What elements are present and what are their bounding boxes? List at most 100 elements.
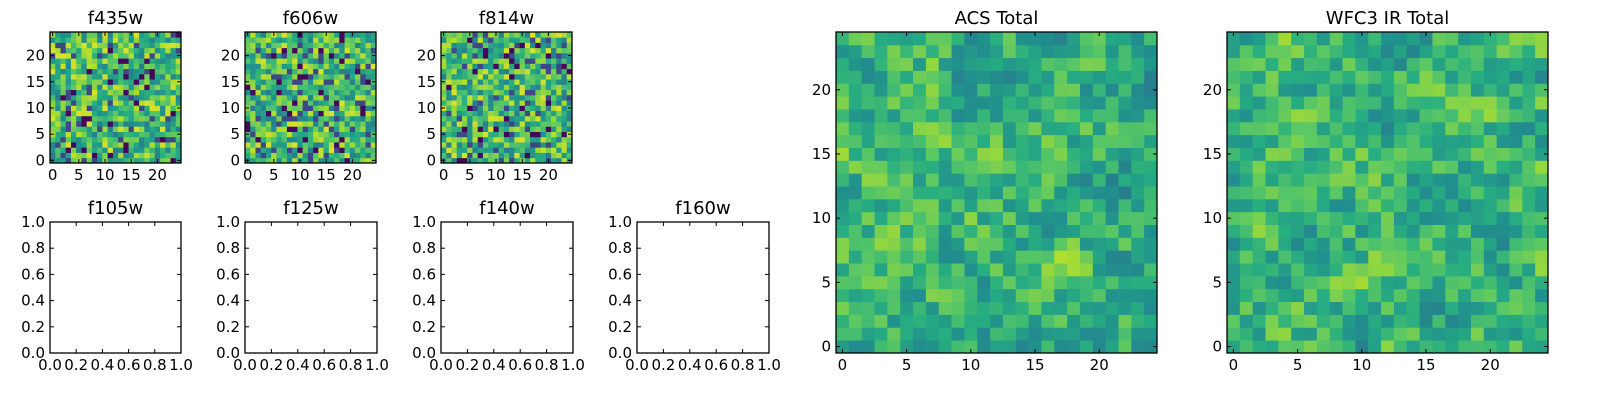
heatmap-cell	[556, 110, 562, 117]
heatmap-cell	[102, 73, 109, 80]
heatmap-cell	[848, 121, 863, 136]
y-tick-label: 1.0	[216, 213, 240, 231]
heatmap-cell	[556, 136, 562, 143]
heatmap-cell	[1304, 121, 1318, 136]
heatmap-cell	[925, 160, 940, 174]
heatmap-cell	[1079, 275, 1094, 290]
heatmap-cell	[1227, 275, 1241, 290]
heatmap-cell	[1079, 83, 1094, 97]
heatmap-cell	[55, 79, 61, 85]
heatmap-cell	[70, 58, 77, 64]
heatmap-cell	[977, 134, 991, 148]
heatmap-cell	[1028, 314, 1042, 328]
heatmap-cell	[1470, 32, 1485, 46]
heatmap-cell	[990, 327, 1004, 341]
heatmap-cell	[154, 73, 161, 80]
heatmap-cell	[514, 94, 520, 101]
heatmap-cell	[170, 126, 177, 132]
heatmap-cell	[1291, 32, 1305, 46]
x-tick-label: 0.6	[704, 356, 728, 374]
heatmap-cell	[530, 136, 536, 143]
heatmap-cell	[1304, 340, 1318, 354]
heatmap-cell	[861, 186, 875, 200]
heatmap-cell	[260, 131, 267, 138]
heatmap-cell	[255, 73, 262, 80]
heatmap-cell	[139, 121, 145, 127]
heatmap-cell	[938, 121, 952, 136]
heatmap-cell	[1406, 96, 1420, 110]
heatmap-cell	[990, 211, 1004, 225]
heatmap-cell	[561, 63, 568, 70]
heatmap-cell	[900, 275, 914, 290]
heatmap-cell	[1265, 211, 1279, 225]
heatmap-cell	[133, 136, 140, 143]
heatmap-cell	[118, 142, 124, 148]
heatmap-cell	[281, 126, 288, 132]
heatmap-cell	[498, 84, 505, 91]
heatmap-cell	[160, 105, 166, 111]
heatmap-cell	[861, 275, 875, 290]
heatmap-cell	[472, 142, 479, 148]
heatmap-cell	[938, 186, 952, 200]
heatmap-cell	[355, 142, 361, 148]
heatmap-cell	[1406, 147, 1420, 161]
heatmap-cell	[488, 110, 494, 117]
heatmap-cell	[1432, 211, 1446, 225]
heatmap-cell	[836, 288, 850, 303]
heatmap-cell	[297, 73, 304, 80]
heatmap-cell	[133, 157, 140, 164]
heatmap-cell	[286, 105, 293, 111]
heatmap-cell	[370, 126, 377, 132]
heatmap-cell	[509, 142, 515, 148]
y-tick-label: 0.2	[608, 318, 632, 336]
heatmap-cell	[297, 89, 304, 96]
heatmap-cell	[1329, 250, 1343, 264]
heatmap-cell	[360, 94, 366, 101]
heatmap-cell	[250, 105, 256, 111]
heatmap-cell	[1458, 211, 1472, 225]
heatmap-cell	[165, 105, 171, 111]
y-tick-label: 0.6	[216, 265, 240, 283]
heatmap-cell	[456, 73, 463, 80]
heatmap-cell	[1393, 134, 1408, 148]
heatmap-cell	[70, 152, 77, 159]
heatmap-cell	[65, 157, 72, 164]
heatmap-cell	[1342, 198, 1356, 213]
heatmap-cell	[925, 198, 940, 213]
heatmap-cell	[160, 136, 166, 143]
heatmap-cell	[938, 147, 952, 161]
heatmap-cell	[540, 136, 547, 143]
heatmap-cell	[86, 105, 93, 111]
heatmap-cell	[91, 152, 98, 159]
heatmap-cell	[1368, 340, 1382, 354]
heatmap-cell	[848, 301, 863, 315]
heatmap-cell	[1419, 198, 1433, 213]
heatmap-cell	[118, 32, 124, 38]
heatmap-cell	[286, 157, 293, 164]
heatmap-cell	[1522, 224, 1536, 238]
heatmap-cell	[488, 42, 494, 49]
heatmap-cell	[1239, 340, 1254, 354]
heatmap-cell	[1092, 237, 1107, 251]
heatmap-cell	[1092, 186, 1107, 200]
heatmap-cell	[60, 58, 67, 64]
heatmap-cell	[1368, 327, 1382, 341]
heatmap-cell	[1304, 32, 1318, 46]
heatmap-cell	[365, 121, 372, 127]
heatmap-cell	[488, 32, 494, 38]
heatmap-cell	[900, 198, 914, 213]
heatmap-cell	[874, 173, 888, 187]
heatmap-cell	[540, 115, 547, 122]
heatmap-cell	[467, 89, 473, 96]
heatmap-cell	[1252, 96, 1266, 110]
axes-frame	[835, 31, 1158, 354]
heatmap-cell	[123, 84, 129, 91]
heatmap-cell	[1028, 186, 1042, 200]
heatmap-cell	[323, 84, 330, 91]
x-tick-label: 5	[902, 356, 912, 374]
heatmap-cell	[1355, 224, 1369, 238]
heatmap-cell	[451, 73, 458, 80]
heatmap-cell	[1329, 263, 1343, 277]
heatmap-cell	[900, 57, 914, 71]
